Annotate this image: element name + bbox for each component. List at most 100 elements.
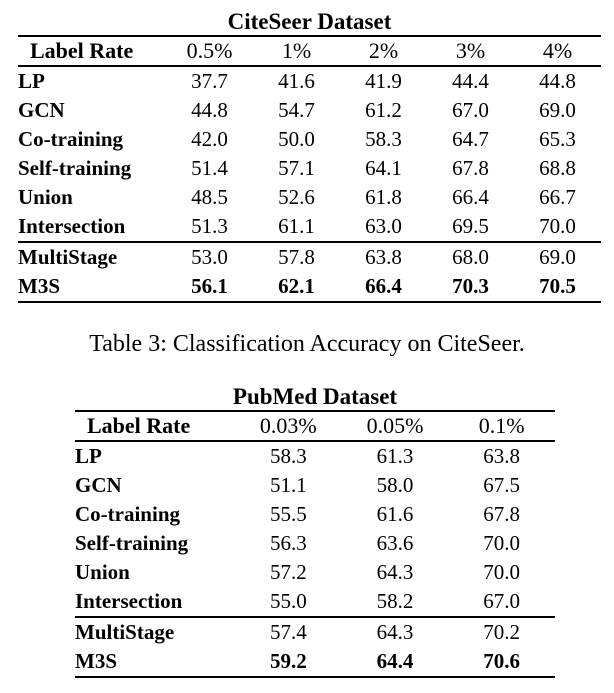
metric-value: 57.2: [269, 560, 307, 584]
table-row: LP 37.7 41.6 41.9 44.4 44.8: [18, 66, 601, 96]
metric-value: 63.8: [340, 241, 427, 272]
metric-value: 62.1: [278, 274, 315, 298]
column-header: 2%: [340, 35, 427, 67]
pubmed-table-block: PubMed Dataset Label Rate 0.03% 0.05% 0.…: [75, 383, 555, 678]
metric-value: 41.6: [278, 69, 315, 93]
method-name: Union: [18, 185, 73, 209]
metric-value: 64.1: [365, 156, 402, 180]
table-row: Self-training 51.4 57.1 64.1 67.8 68.8: [18, 154, 601, 183]
table-header-row: Label Rate 0.5% 1% 2% 3% 4%: [18, 35, 601, 67]
metric-value: 64.4: [376, 649, 414, 673]
method-name: Co-training: [18, 127, 123, 151]
column-header: 4%: [514, 35, 601, 67]
pubmed-table-title: PubMed Dataset: [232, 384, 398, 409]
metric-value: 56.1: [191, 274, 228, 298]
pubmed-table: Label Rate 0.03% 0.05% 0.1% LP 58.3 61.3…: [75, 410, 555, 678]
method-name: LP: [75, 444, 102, 468]
metric-value: 58.2: [376, 589, 414, 613]
metric-value: 70.6: [483, 649, 521, 673]
metric-value: 65.3: [539, 127, 576, 151]
metric-value: 54.7: [278, 98, 315, 122]
method-name: Self-training: [18, 156, 132, 180]
metric-value: 59.2: [269, 649, 307, 673]
metric-value: 61.3: [376, 444, 414, 468]
metric-value: 53.0: [166, 241, 253, 272]
metric-value: 42.0: [191, 127, 228, 151]
column-header: 0.05%: [341, 410, 449, 442]
metric-value: 67.0: [483, 589, 521, 613]
metric-value: 69.0: [539, 98, 576, 122]
metric-value: 63.6: [376, 531, 414, 555]
table-header-row: Label Rate 0.03% 0.05% 0.1%: [75, 410, 555, 442]
method-name: M3S: [75, 649, 117, 673]
column-header: 1%: [253, 35, 340, 67]
method-name: GCN: [75, 473, 122, 497]
table-row: Self-training 56.3 63.6 70.0: [75, 529, 555, 558]
metric-value: 57.8: [253, 241, 340, 272]
metric-value: 55.5: [269, 502, 307, 526]
table-row: LP 58.3 61.3 63.8: [75, 441, 555, 471]
metric-value: 67.5: [483, 473, 521, 497]
citeseer-table-block: CiteSeer Dataset Label Rate 0.5% 1% 2% 3…: [18, 8, 601, 303]
table-row: Co-training 42.0 50.0 58.3 64.7 65.3: [18, 125, 601, 154]
metric-value: 68.0: [427, 241, 514, 272]
metric-value: 70.0: [483, 560, 521, 584]
metric-value: 69.5: [452, 214, 489, 238]
table-row: MultiStage 57.4 64.3 70.2: [75, 616, 555, 647]
metric-value: 61.8: [365, 185, 402, 209]
metric-value: 70.5: [539, 274, 576, 298]
method-name: Co-training: [75, 502, 180, 526]
header-label-rate: Label Rate: [75, 410, 235, 442]
metric-value: 64.3: [341, 616, 449, 647]
metric-value: 66.4: [365, 274, 402, 298]
metric-value: 64.3: [376, 560, 414, 584]
column-header: 3%: [427, 35, 514, 67]
metric-value: 48.5: [191, 185, 228, 209]
metric-value: 58.0: [376, 473, 414, 497]
table-row: M3S 56.1 62.1 66.4 70.3 70.5: [18, 272, 601, 302]
metric-value: 52.6: [278, 185, 315, 209]
metric-value: 51.3: [191, 214, 228, 238]
citeseer-table-title: CiteSeer Dataset: [227, 9, 392, 34]
metric-value: 58.3: [365, 127, 402, 151]
header-label-rate: Label Rate: [18, 35, 166, 67]
metric-value: 66.7: [539, 185, 576, 209]
metric-value: 56.3: [269, 531, 307, 555]
method-name: LP: [18, 69, 45, 93]
method-name: Self-training: [75, 531, 189, 555]
metric-value: 67.8: [483, 502, 521, 526]
method-name: M3S: [18, 274, 60, 298]
table-row: Intersection 51.3 61.1 63.0 69.5 70.0: [18, 212, 601, 242]
metric-value: 44.8: [539, 69, 576, 93]
column-header: 0.1%: [448, 410, 555, 442]
method-name: Intersection: [75, 589, 183, 613]
metric-value: 61.2: [365, 98, 402, 122]
metric-value: 63.8: [483, 444, 521, 468]
method-name: Intersection: [18, 214, 126, 238]
metric-value: 68.8: [539, 156, 576, 180]
table-row: Co-training 55.5 61.6 67.8: [75, 500, 555, 529]
metric-value: 61.6: [376, 502, 414, 526]
metric-value: 57.4: [235, 616, 342, 647]
table-row: GCN 51.1 58.0 67.5: [75, 471, 555, 500]
column-header: 0.5%: [166, 35, 253, 67]
metric-value: 37.7: [191, 69, 228, 93]
method-name: MultiStage: [18, 241, 166, 272]
metric-value: 51.1: [269, 473, 307, 497]
table-row: GCN 44.8 54.7 61.2 67.0 69.0: [18, 96, 601, 125]
metric-value: 70.0: [539, 214, 576, 238]
metric-value: 41.9: [365, 69, 402, 93]
table-row: Union 57.2 64.3 70.0: [75, 558, 555, 587]
metric-value: 70.3: [452, 274, 489, 298]
column-header: 0.03%: [235, 410, 342, 442]
metric-value: 67.8: [452, 156, 489, 180]
metric-value: 67.0: [452, 98, 489, 122]
metric-value: 51.4: [191, 156, 228, 180]
metric-value: 50.0: [278, 127, 315, 151]
metric-value: 57.1: [278, 156, 315, 180]
metric-value: 70.0: [483, 531, 521, 555]
metric-value: 69.0: [514, 241, 601, 272]
method-name: GCN: [18, 98, 65, 122]
table-row: M3S 59.2 64.4 70.6: [75, 647, 555, 677]
